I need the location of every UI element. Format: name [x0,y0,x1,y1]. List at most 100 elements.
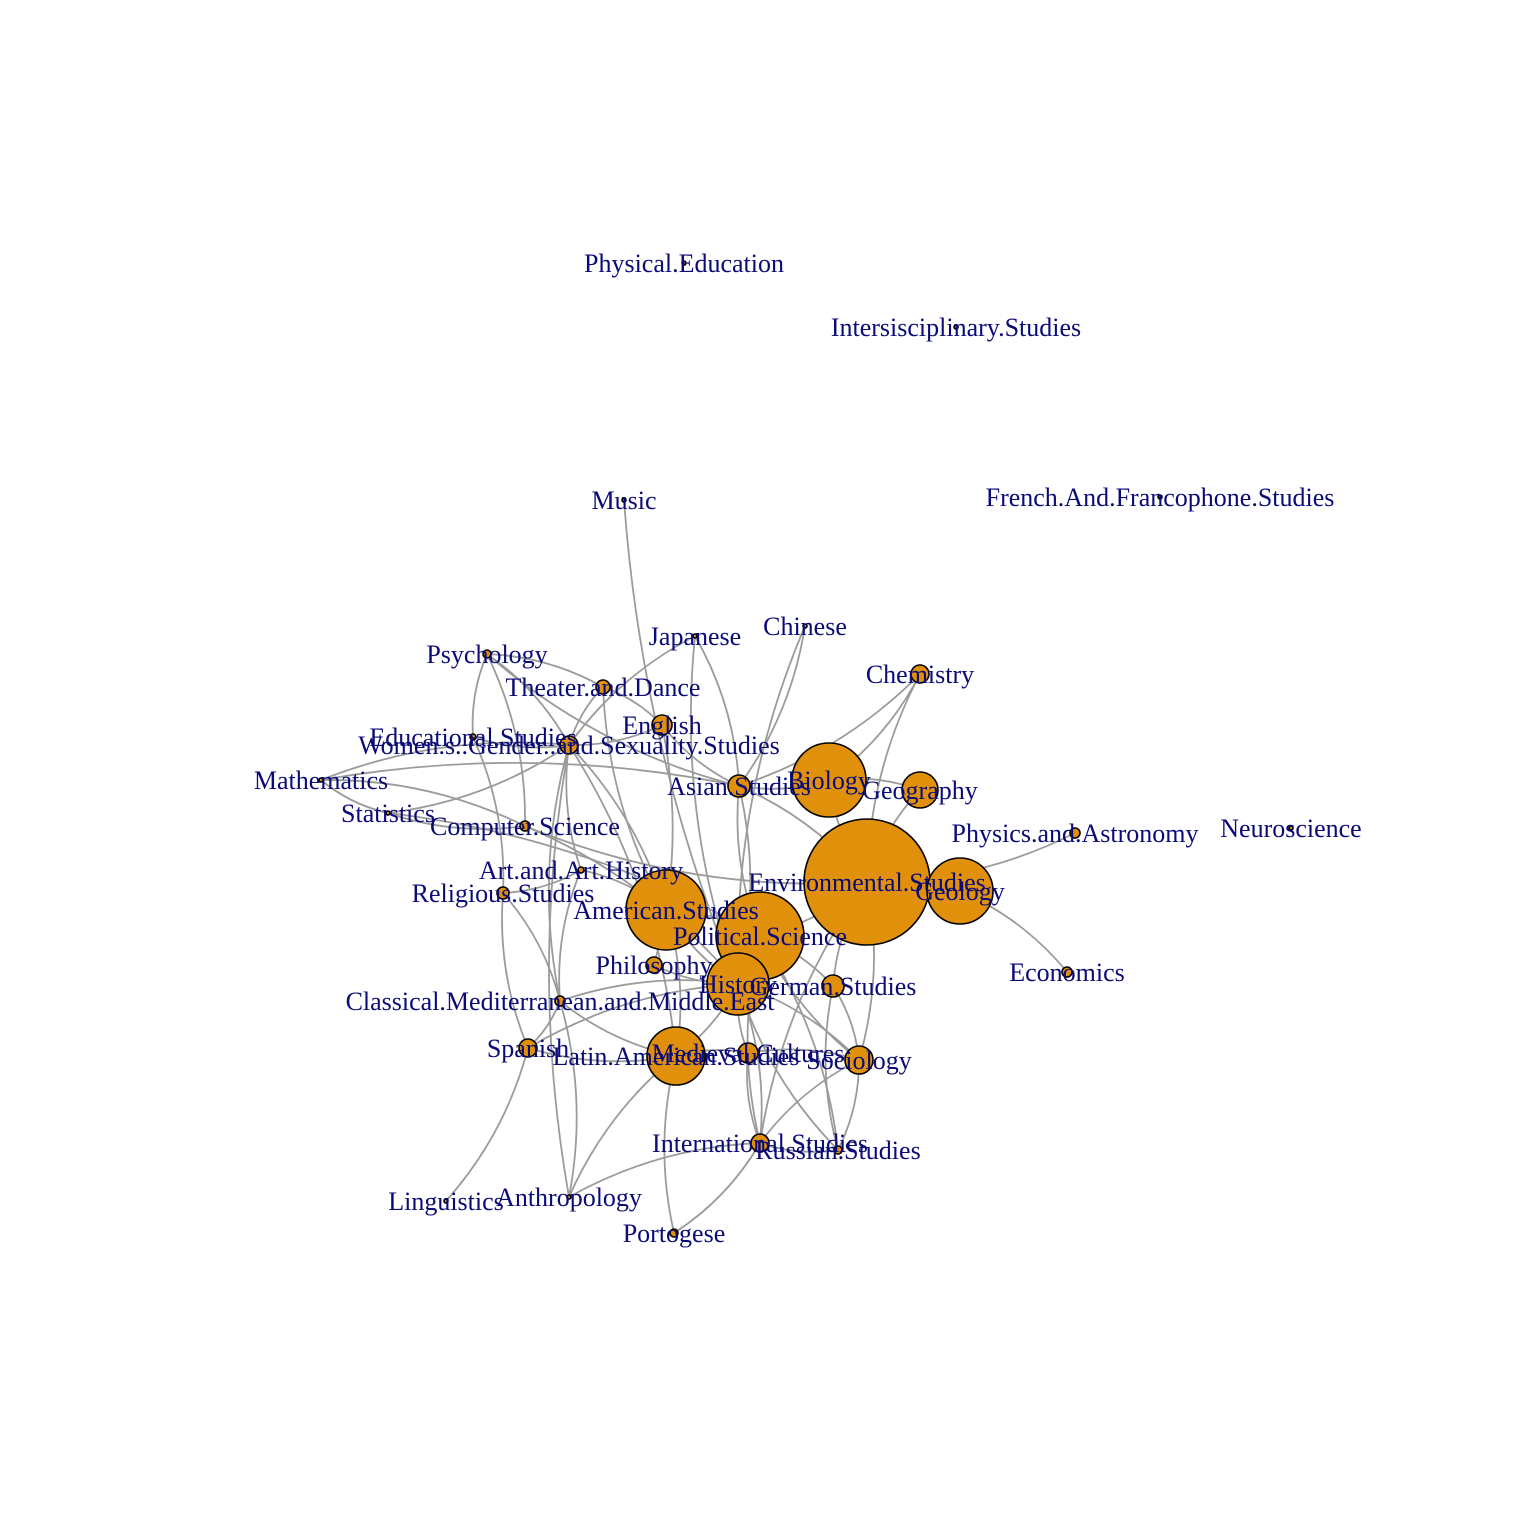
node-physics-and-astronomy[interactable] [1069,827,1081,839]
node-label-history: History [699,970,777,999]
node-chinese[interactable] [802,623,808,629]
node-computer-science[interactable] [519,820,531,832]
node-label-portogese: Portogese [623,1219,726,1248]
node-french-and-francophone-studies[interactable] [1157,494,1163,500]
edge-mathematics--statistics [320,779,389,814]
edge-statistics--computer-science [387,812,526,830]
node-geography[interactable] [901,771,939,809]
node-russian-studies[interactable] [833,1145,843,1155]
node-classical-mediterranean-and-middle-east[interactable] [554,995,566,1007]
edge-mathematics--asian-studies [320,762,740,787]
node-label-russian-studies: Russian.Studies [755,1136,920,1165]
node-biology[interactable] [791,742,867,818]
node-statistics[interactable] [385,810,391,816]
node-label-environmental-studies: Environmental.Studies [748,868,986,897]
node-physical-education[interactable] [681,260,687,266]
node-label-linguistics: Linguistics [388,1187,504,1216]
node-label-religious-studies: Religious.Studies [412,879,595,908]
node-medieval-cultures[interactable] [737,1042,759,1064]
edge-psychology--theater-and-dance [486,653,604,688]
node-history[interactable] [706,952,770,1016]
node-anthropology[interactable] [566,1194,572,1200]
node-label-neuroscience: Neuroscience [1220,814,1361,843]
node-label-international-studies: International.Studies [652,1129,868,1158]
node-linguistics[interactable] [443,1198,449,1204]
node-spanish[interactable] [518,1038,538,1058]
edge-international-studies--anthropology [568,1142,761,1198]
node-label-music: Music [592,486,657,515]
node-latin-american-studies[interactable] [646,1026,706,1086]
edge-classical-mediterranean-and-middle-east--anthropology [559,1000,578,1198]
edge-spanish--linguistics [445,1047,529,1202]
node-label-chemistry: Chemistry [866,660,974,689]
node-label-statistics: Statistics [341,799,435,828]
node-music[interactable] [621,497,627,503]
node-label-geology: Geology [915,877,1005,906]
node-label-economics: Economics [1009,958,1125,987]
node-american-studies[interactable] [625,869,707,951]
node-asian-studies[interactable] [727,774,751,798]
edge-psychology--computer-science [486,653,526,827]
node-chemistry[interactable] [910,664,930,684]
node-english[interactable] [651,714,673,736]
node-label-asian-studies: Asian.Studies [667,772,811,801]
node-mathematics[interactable] [318,777,324,783]
node-label-theater-and-dance: Theater.and.Dance [506,673,701,702]
edge-music--history [623,499,739,985]
node-label-art-and-art-history: Art.and.Art.History [479,856,683,885]
edge-chemistry--asian-studies [738,673,921,787]
edge-psychology--women-s-gender-and-sexuality-studies [486,653,570,746]
node-label-anthropology: Anthropology [496,1183,642,1212]
edge-japanese--asian-studies [694,635,740,787]
node-international-studies[interactable] [750,1133,770,1153]
node-intersisciplinary-studies[interactable] [953,324,959,330]
node-portogese[interactable] [669,1228,679,1238]
node-label-geography: Geography [862,776,978,805]
node-label-physics-and-astronomy: Physics.and.Astronomy [952,819,1199,848]
edge-women-s-gender-and-sexuality-studies--mathematics [320,741,570,781]
node-label-philosophy: Philosophy [595,951,712,980]
node-label-physical-education: Physical.Education [584,249,784,278]
node-label-french-and-francophone-studies: French.And.Francophone.Studies [986,483,1335,512]
node-educational-studies[interactable] [469,733,477,741]
node-label-japanese: Japanese [649,622,741,651]
node-label-american-studies: American.Studies [573,896,759,925]
node-religious-studies[interactable] [496,886,510,900]
node-layer [318,260,1294,1238]
node-label-sociology: Sociology [806,1046,911,1075]
node-label-english: English [622,711,701,740]
node-label-women-s-gender-and-sexuality-studies: Women.s..Gender..and.Sexuality.Studies [358,731,780,760]
node-label-classical-mediterranean-and-middle-east: Classical.Mediterranean.and.Middle.East [346,987,776,1016]
node-label-intersisciplinary-studies: Intersisciplinary.Studies [831,313,1081,342]
node-label-spanish: Spanish [487,1034,569,1063]
node-women-s-gender-and-sexuality-studies[interactable] [559,735,579,755]
edge-statistics--political-science [387,812,761,937]
edge-psychology--educational-studies [471,653,488,738]
node-theater-and-dance[interactable] [595,679,611,695]
node-label-mathematics: Mathematics [254,766,388,795]
edge-japanese--women-s-gender-and-sexuality-studies [568,635,696,746]
edge-art-and-art-history--classical-mediterranean-and-middle-east [558,869,582,1002]
node-psychology[interactable] [482,649,492,659]
node-sociology[interactable] [844,1045,874,1075]
node-economics[interactable] [1061,966,1073,978]
node-label-political-science: Political.Science [673,922,847,951]
node-art-and-art-history[interactable] [577,866,585,874]
node-japanese[interactable] [692,633,698,639]
edge-women-s-gender-and-sexuality-studies--anthropology [548,744,570,1198]
node-label-educational-studies: Educational.Studies [369,723,576,752]
edge-educational-studies--women-s-gender-and-sexuality-studies [472,736,570,749]
edge-religious-studies--spanish [501,892,529,1049]
edge-mathematics--computer-science [320,779,526,827]
edge-psychology--asian-studies [486,653,740,787]
node-neuroscience[interactable] [1288,825,1294,831]
node-label-psychology: Psychology [426,640,547,669]
node-geology[interactable] [926,857,994,925]
node-german-studies[interactable] [821,974,845,998]
node-label-chinese: Chinese [763,612,847,641]
edge-german-studies--russian-studies [824,985,839,1151]
edge-international-studies--portogese [673,1142,761,1234]
node-philosophy[interactable] [645,956,663,974]
label-layer: Physical.Education Intersisciplinary.Stud… [254,249,1362,1248]
edge-women-s-gender-and-sexuality-studies--statistics [387,744,570,814]
